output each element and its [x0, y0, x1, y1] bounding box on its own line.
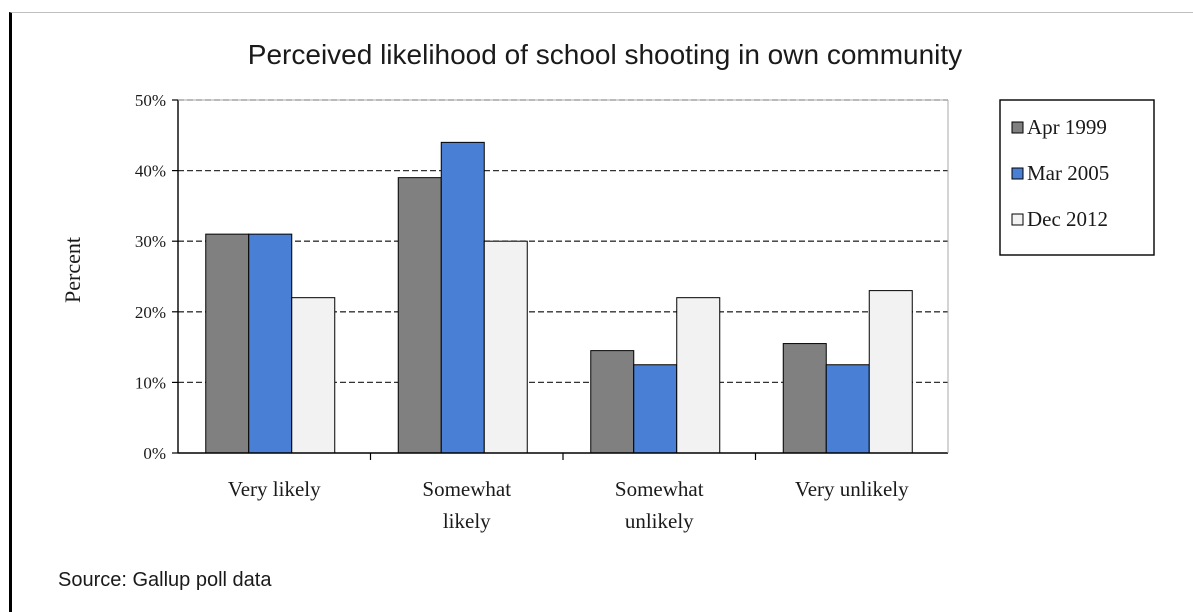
y-tick-label: 40% [135, 162, 166, 181]
bar-dec-2012 [676, 297, 721, 454]
bar-apr-1999 [782, 343, 827, 454]
bar-mar-2005 [633, 364, 678, 454]
y-tick-label: 0% [143, 444, 166, 463]
legend: Apr 1999 Mar 2005 Dec 2012 [999, 99, 1155, 256]
x-category-label: Very likely [228, 477, 321, 501]
x-category-label: Somewhat [422, 477, 511, 501]
x-category-label: unlikely [625, 509, 694, 533]
bar-apr-1999 [590, 350, 635, 454]
bar-mar-2005 [825, 364, 870, 454]
axes-group [172, 99, 949, 460]
x-category-label: Very unlikely [795, 477, 909, 501]
y-tick-label: 20% [135, 303, 166, 322]
bar-mar-2005 [248, 233, 293, 454]
bar-dec-2012 [868, 290, 913, 454]
y-axis-label: Percent [60, 237, 85, 303]
legend-swatch [1011, 167, 1024, 180]
bar-dec-2012 [291, 297, 336, 454]
y-tick-labels: 0% 10% 20% 30% 40% 50% [135, 91, 166, 463]
bar-dec-2012 [483, 240, 528, 454]
legend-swatch [1011, 213, 1024, 226]
y-tick-label: 50% [135, 91, 166, 110]
legend-box [999, 99, 1155, 256]
x-category-label: likely [443, 509, 491, 533]
source-note: Source: Gallup poll data [58, 569, 272, 591]
bar-apr-1999 [397, 177, 442, 454]
x-category-label: Somewhat [615, 477, 704, 501]
bar-apr-1999 [205, 233, 250, 454]
bars-group [205, 141, 913, 454]
y-tick-label: 10% [135, 373, 166, 392]
figure-border [9, 12, 1193, 612]
legend-label: Mar 2005 [1027, 161, 1109, 185]
legend-label: Dec 2012 [1027, 207, 1108, 231]
legend-label: Apr 1999 [1027, 115, 1107, 139]
legend-swatch [1011, 121, 1024, 134]
chart-title: Perceived likelihood of school shooting … [248, 39, 962, 70]
x-category-labels: Very likely Somewhat likely Somewhat unlikel… [228, 477, 909, 533]
y-tick-label: 30% [135, 232, 166, 251]
bar-mar-2005 [440, 141, 485, 454]
